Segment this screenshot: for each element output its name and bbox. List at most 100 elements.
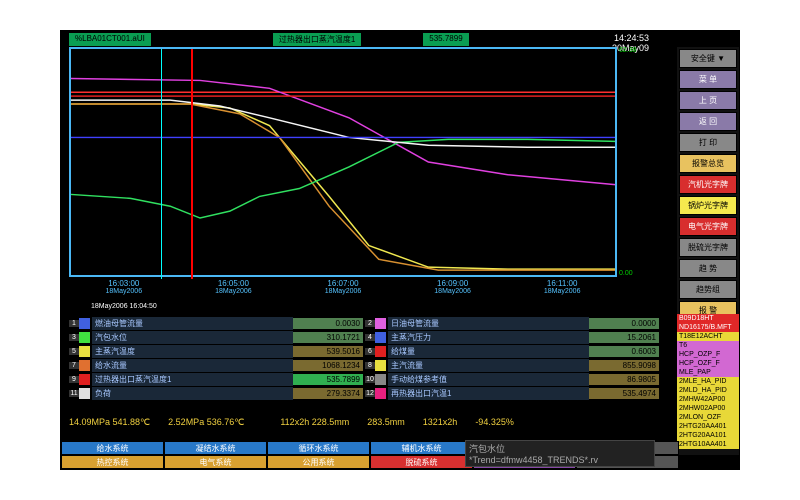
side-button[interactable]: 打 印	[679, 133, 737, 152]
header: %LBA01CT001.aUI 过热器出口蒸汽温度1 535.7899	[69, 33, 469, 46]
table-row[interactable]: 10手动给煤参考值86.9805	[365, 373, 659, 386]
cursor-red[interactable]	[191, 49, 193, 279]
signal-value: 0.0000	[589, 318, 659, 329]
side-button[interactable]: 汽机光字牌	[679, 175, 737, 194]
chart-lines	[71, 49, 615, 275]
signal-label: 给水流量	[92, 359, 293, 372]
signal-table: 1燃油母管流量0.00303汽包水位310.17215主蒸汽温度539.5016…	[69, 317, 659, 400]
color-swatch	[375, 318, 386, 329]
stat-item: 112x2h 228.5mm	[280, 417, 349, 428]
color-swatch	[375, 346, 386, 357]
alarm-tag[interactable]: 2HTG10AA401	[677, 440, 739, 449]
table-row[interactable]: 12再热器出口汽温1535.4974	[365, 387, 659, 400]
info-line1: 汽包水位	[469, 442, 651, 455]
table-col-right: 2日油母管流量0.00004主蒸汽压力15.20616给煤量0.60038主汽流…	[365, 317, 659, 400]
table-row[interactable]: 1燃油母管流量0.0030	[69, 317, 363, 330]
signal-label: 给煤量	[388, 345, 589, 358]
signal-value: 535.7899	[293, 374, 363, 385]
side-button[interactable]: 趋势组	[679, 280, 737, 299]
stat-item: -94.325%	[475, 417, 514, 428]
nav-button[interactable]: 热控系统	[61, 455, 164, 469]
nav-button[interactable]: 电气系统	[164, 455, 267, 469]
table-row[interactable]: 8主汽流量855.9098	[365, 359, 659, 372]
stat-item: 14.09MPa 541.88℃	[69, 417, 150, 428]
nav-button[interactable]: 公用系统	[267, 455, 370, 469]
signal-value: 279.3374	[293, 388, 363, 399]
table-row[interactable]: 2日油母管流量0.0000	[365, 317, 659, 330]
header-tag: %LBA01CT001.aUI	[69, 33, 151, 46]
color-swatch	[79, 360, 90, 371]
color-swatch	[375, 332, 386, 343]
info-line2: *Trend=dfmw4458_TRENDS*.rv	[469, 455, 651, 465]
xtick: 16:11:0018May2006	[544, 279, 581, 295]
nav-button[interactable]: 循环水系统	[267, 441, 370, 455]
info-box: 汽包水位 *Trend=dfmw4458_TRENDS*.rv	[465, 440, 655, 467]
alarm-tag[interactable]: T6	[677, 341, 739, 350]
signal-value: 539.5016	[293, 346, 363, 357]
table-row[interactable]: 5主蒸汽温度539.5016	[69, 345, 363, 358]
signal-value: 15.2061	[589, 332, 659, 343]
color-swatch	[79, 318, 90, 329]
side-button[interactable]: 返 回	[679, 112, 737, 131]
alarm-tag[interactable]: 2MLD_HA_PID	[677, 386, 739, 395]
side-button[interactable]: 安全键 ▼	[679, 49, 737, 68]
nav-button[interactable]: 辅机水系统	[370, 441, 473, 455]
table-row[interactable]: 9过热器出口蒸汽温度1535.7899	[69, 373, 363, 386]
side-button[interactable]: 电气光字牌	[679, 217, 737, 236]
signal-label: 手动给煤参考值	[388, 373, 589, 386]
side-button[interactable]: 菜 单	[679, 70, 737, 89]
alarm-tag[interactable]: HCP_OZP_F	[677, 350, 739, 359]
alarm-tag[interactable]: MLE_PAP	[677, 368, 739, 377]
signal-label: 负荷	[92, 387, 293, 400]
side-button[interactable]: 报警总览	[679, 154, 737, 173]
table-col-left: 1燃油母管流量0.00303汽包水位310.17215主蒸汽温度539.5016…	[69, 317, 363, 400]
color-swatch	[375, 388, 386, 399]
alarm-tag[interactable]: HCP_OZF_F	[677, 359, 739, 368]
ytick: 0.00	[619, 270, 641, 277]
alarm-tag[interactable]: 2MLE_HA_PID	[677, 377, 739, 386]
trend-chart[interactable]	[69, 47, 617, 277]
signal-label: 主蒸汽温度	[92, 345, 293, 358]
table-row[interactable]: 4主蒸汽压力15.2061	[365, 331, 659, 344]
alarm-tag[interactable]: 2MHW02AP00	[677, 404, 739, 413]
tag-list: B09D18HTND16175/B.MFTT18E12ACHTT6HCP_OZP…	[677, 314, 739, 449]
signal-value: 0.6003	[589, 346, 659, 357]
alarm-tag[interactable]: ND16175/B.MFT	[677, 323, 739, 332]
x-axis: 16:03:0018May200616:05:0018May200616:07:…	[69, 279, 617, 295]
alarm-tag[interactable]: 2HTG20AA401	[677, 422, 739, 431]
alarm-tag[interactable]: 2MLON_OZF	[677, 413, 739, 422]
signal-value: 535.4974	[589, 388, 659, 399]
signal-label: 过热器出口蒸汽温度1	[92, 373, 293, 386]
signal-value: 855.9098	[589, 360, 659, 371]
header-title: 过热器出口蒸汽温度1	[273, 33, 361, 46]
clock-time: 14:24:53	[612, 33, 649, 43]
signal-value: 0.0030	[293, 318, 363, 329]
table-row[interactable]: 6给煤量0.6003	[365, 345, 659, 358]
ytick: 62.38	[619, 47, 641, 54]
signal-label: 再热器出口汽温1	[388, 387, 589, 400]
color-swatch	[79, 388, 90, 399]
table-row[interactable]: 11负荷279.3374	[69, 387, 363, 400]
side-button[interactable]: 脱硫光字牌	[679, 238, 737, 257]
alarm-tag[interactable]: T18E12ACHT	[677, 332, 739, 341]
nav-button[interactable]: 给水系统	[61, 441, 164, 455]
status-bar: 14.09MPa 541.88℃2.52MPa 536.76℃112x2h 22…	[69, 417, 514, 428]
table-row[interactable]: 7给水流量1068.1234	[69, 359, 363, 372]
signal-value: 1068.1234	[293, 360, 363, 371]
nav-button[interactable]: 凝结水系统	[164, 441, 267, 455]
side-button[interactable]: 锅炉光字牌	[679, 196, 737, 215]
side-button[interactable]: 上 页	[679, 91, 737, 110]
alarm-tag[interactable]: 2HTG20AA101	[677, 431, 739, 440]
app-window: %LBA01CT001.aUI 过热器出口蒸汽温度1 535.7899 14:2…	[60, 30, 740, 470]
table-row[interactable]: 3汽包水位310.1721	[69, 331, 363, 344]
signal-value: 310.1721	[293, 332, 363, 343]
cursor-cyan[interactable]	[161, 49, 162, 279]
xtick: 16:09:0018May2006	[434, 279, 471, 295]
alarm-tag[interactable]: B09D18HT	[677, 314, 739, 323]
color-swatch	[375, 360, 386, 371]
alarm-tag[interactable]: 2MHW42AP00	[677, 395, 739, 404]
side-button[interactable]: 趋 势	[679, 259, 737, 278]
signal-label: 主蒸汽压力	[388, 331, 589, 344]
color-swatch	[79, 374, 90, 385]
nav-button[interactable]: 脱硫系统	[370, 455, 473, 469]
